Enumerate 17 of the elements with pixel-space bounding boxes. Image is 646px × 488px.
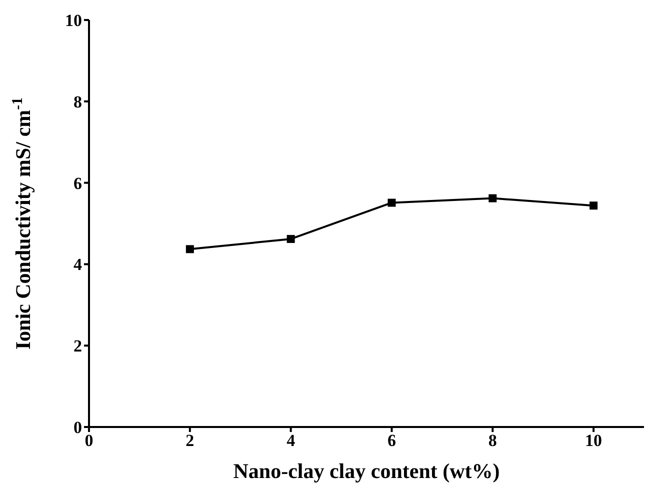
y-tick-label: 2 <box>74 336 82 356</box>
x-tick-label: 10 <box>585 431 602 450</box>
y-tick-label: 4 <box>74 255 82 274</box>
x-tick-label: 6 <box>387 431 396 450</box>
y-tick-label: 10 <box>65 11 82 30</box>
point <box>186 245 194 254</box>
y-tick-label: 0 <box>74 418 82 438</box>
point <box>388 198 396 207</box>
y-tick-label: 8 <box>74 92 82 112</box>
y-tick-label: 6 <box>74 174 82 193</box>
x-axis-title: Nano-clay clay content (wt%) <box>233 459 500 483</box>
x-tick-label: 2 <box>186 431 194 450</box>
x-tick-label: 4 <box>286 431 296 450</box>
x-tick-label: 8 <box>488 431 497 450</box>
point <box>590 202 598 210</box>
point <box>286 234 295 243</box>
point <box>488 194 497 202</box>
